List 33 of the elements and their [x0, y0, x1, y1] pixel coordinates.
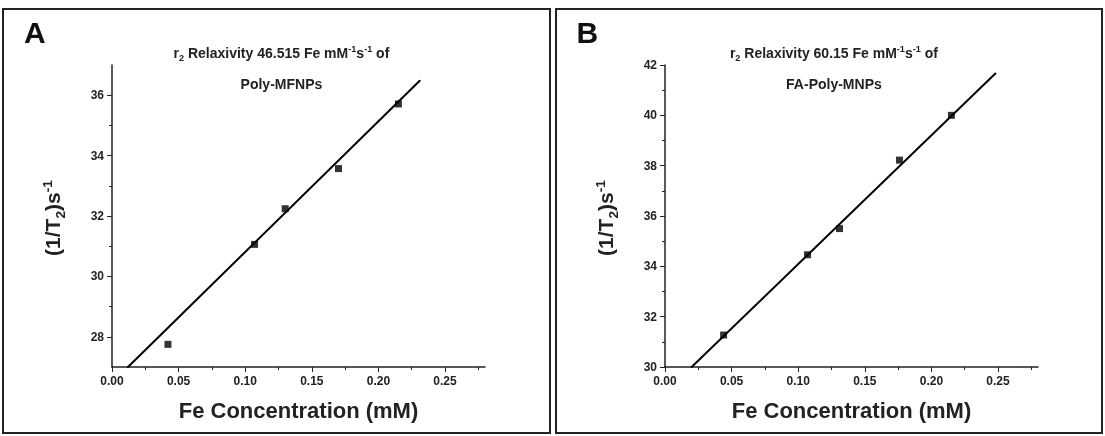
y-tick-label: 38	[643, 158, 657, 173]
x-tick-label: 0.20	[919, 374, 943, 388]
x-tick-label: 0.10	[786, 374, 810, 388]
x-tick-label: 0.00	[100, 374, 124, 388]
y-tick-label: 32	[643, 309, 657, 324]
chart-title: r$_{2}$ Relaxivity 60.15 Fe mM$^{-1}$s$^{-1}$ of FA-Poly-MNPs	[729, 44, 938, 93]
text: A	[24, 16, 46, 50]
y-tick-label: 30	[90, 269, 105, 284]
x-tick-label: 0.05	[166, 374, 191, 388]
point	[164, 340, 172, 348]
x-tick-label: 0.10	[233, 374, 258, 388]
x-axis-title: Fe Concentration (mM)	[731, 397, 971, 423]
x-tick-label: 0.15	[852, 374, 877, 388]
x-axis-title: Fe Concentration (mM)	[178, 397, 419, 423]
point	[334, 165, 342, 173]
y-tick-label: 36	[90, 88, 105, 103]
y-tick-label: 40	[643, 108, 657, 123]
y-tick-label: 32	[90, 209, 105, 223]
y-tick-label: 42	[643, 58, 657, 72]
chart-title: r$_{2}$ Relaxivity 46.515 Fe mM$^{-1}$s$^{-1}$ of Poly-MFNPs	[173, 44, 390, 93]
x-tick-label: 0.25	[985, 374, 1010, 388]
x-tick-label: 0.20	[366, 374, 391, 388]
y-tick-label: 28	[90, 329, 105, 344]
x-tick-label: 0.05	[719, 374, 744, 388]
y-tick-label: 34	[90, 148, 105, 163]
point	[895, 156, 903, 164]
y-tick-label: 34	[643, 259, 657, 274]
y-tick-label: 36	[643, 209, 657, 223]
x-tick-label: 0.15	[300, 374, 324, 388]
y-tick-label: 30	[643, 360, 657, 374]
x-tick-label: 0.00	[652, 374, 677, 388]
x-tick-label: 0.25	[433, 374, 458, 388]
text: B	[576, 16, 599, 50]
